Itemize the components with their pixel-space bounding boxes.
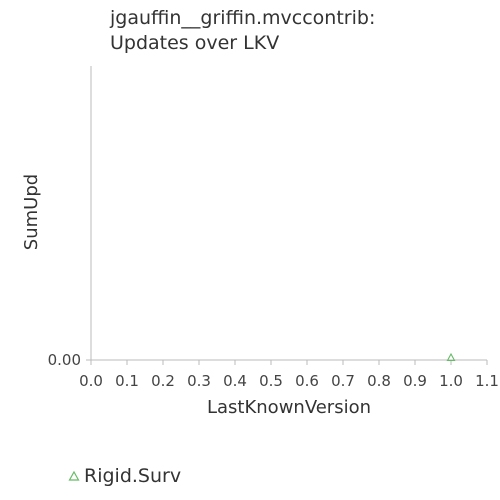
x-tick-label: 0.1 <box>115 372 139 390</box>
y-ticks: 0.00 <box>48 351 91 369</box>
x-tick-label: 0.3 <box>187 372 211 390</box>
legend: Rigid.Surv <box>68 465 181 487</box>
x-tick-label: 0.6 <box>295 372 319 390</box>
x-tick-label: 0.2 <box>151 372 175 390</box>
y-axis-label: SumUpd <box>21 174 42 250</box>
x-axis-label: LastKnownVersion <box>207 397 371 418</box>
chart-title-line-1: jgauffin__griffin.mvccontrib: <box>110 7 376 29</box>
x-tick-label: 1.1 <box>475 372 499 390</box>
axes <box>86 66 487 365</box>
legend-entry-rigid-surv: Rigid.Surv <box>84 465 182 487</box>
x-tick-label: 0.0 <box>79 372 103 390</box>
y-tick-label: 0.00 <box>48 351 81 369</box>
x-tick-label: 0.4 <box>223 372 247 390</box>
data-point-triangle <box>446 352 456 362</box>
chart-title-line-2: Updates over LKV <box>110 32 280 54</box>
x-tick-label: 0.8 <box>367 372 391 390</box>
x-tick-label: 1.0 <box>439 372 463 390</box>
x-tick-label: 0.5 <box>259 372 283 390</box>
data-points <box>446 352 456 362</box>
chart-title: jgauffin__griffin.mvccontrib: Updates ov… <box>110 6 490 56</box>
x-tick-label: 0.9 <box>403 372 427 390</box>
x-tick-label: 0.7 <box>331 372 355 390</box>
x-ticks: 0.0 0.1 0.2 0.3 0.4 0.5 0.6 0.7 0.8 0.9 1.0 1.1 <box>79 360 499 390</box>
legend-triangle-icon <box>68 470 80 481</box>
